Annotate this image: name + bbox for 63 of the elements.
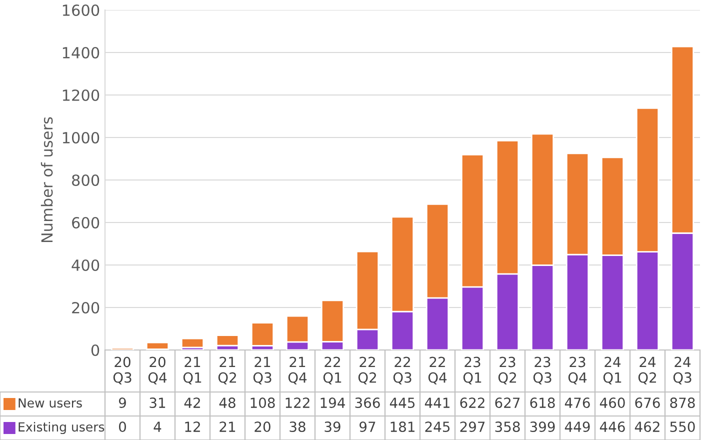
data-label: 476 [564,398,590,408]
data-label: 446 [600,422,625,432]
y-tick-label: 1400 [62,46,100,59]
data-label: 449 [564,422,590,432]
data-label: 31 [150,398,166,408]
x-tick-label: 23 Q3 [533,356,552,384]
data-label: 108 [250,398,275,408]
y-tick-label: 400 [72,259,100,272]
x-tick-label: 20 Q4 [148,356,167,384]
data-label: 0 [118,422,126,432]
x-tick-label: 22 Q3 [393,356,412,384]
x-tick-label: 21 Q1 [183,356,202,384]
x-tick-label: 23 Q2 [498,356,516,384]
x-tick-label: 23 Q1 [463,356,482,384]
x-tick-label: 22 Q4 [428,356,447,384]
data-label: 399 [530,422,555,432]
data-label: 878 [670,398,695,408]
legend-label: New users [18,398,82,408]
legend-label: Existing users [18,422,104,434]
data-label: 48 [219,398,236,408]
x-tick-label: 21 Q3 [253,356,272,384]
data-label: 460 [600,398,625,408]
data-label: 445 [390,398,415,408]
x-tick-label: 23 Q4 [568,356,587,384]
data-label: 181 [390,422,414,432]
data-label: 618 [530,398,555,408]
y-tick-label: 0 [91,344,100,356]
data-label: 627 [495,398,520,408]
data-label: 245 [425,422,450,432]
x-tick-label: 20 Q3 [113,356,132,384]
x-tick-label: 21 Q4 [288,356,307,384]
y-tick-label: 200 [72,302,100,314]
data-label: 676 [635,398,660,408]
y-tick-label: 1200 [62,89,100,102]
data-label: 4 [154,422,162,432]
x-tick-label: 24 Q3 [673,356,692,384]
x-tick-label: 21 Q2 [218,356,236,384]
x-tick-label: 24 Q1 [603,356,622,384]
data-label: 21 [220,422,236,432]
y-axis-title: Number of users [40,117,53,242]
data-label: 42 [184,398,200,408]
data-label: 358 [495,422,520,432]
data-label: 297 [460,422,485,432]
data-label: 97 [360,422,376,432]
y-tick-label: 800 [72,174,100,186]
data-label: 550 [670,422,695,432]
data-label: 462 [634,422,660,432]
data-label: 366 [355,398,380,408]
data-label: 9 [118,398,126,408]
data-label: 38 [290,422,306,432]
data-label: 122 [286,398,310,408]
y-tick-label: 1000 [62,132,100,144]
y-tick-label: 1600 [62,4,100,16]
data-label: 39 [324,422,340,432]
x-tick-label: 22 Q2 [358,356,376,384]
x-tick-label: 24 Q2 [638,356,656,384]
data-label: 20 [254,422,270,432]
data-label: 441 [424,398,450,408]
data-label: 12 [185,422,200,432]
data-label: 194 [320,398,345,408]
data-label: 622 [460,398,484,408]
y-tick-label: 600 [72,216,100,229]
x-tick-label: 22 Q1 [323,356,342,384]
